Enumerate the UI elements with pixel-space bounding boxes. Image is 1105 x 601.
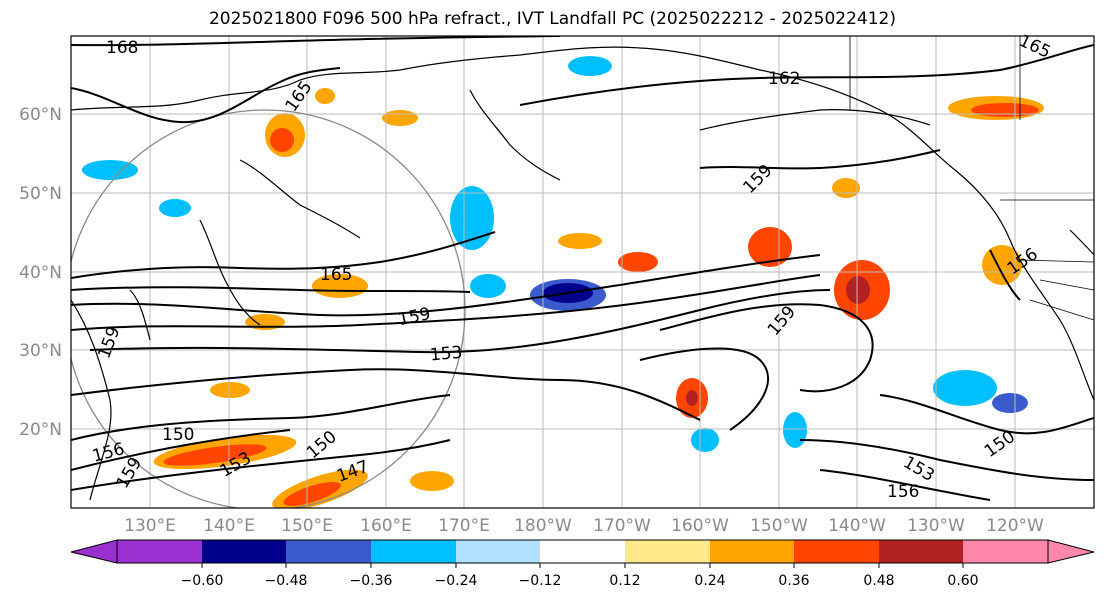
shade-blob bbox=[568, 56, 612, 76]
lon-label: 180°W bbox=[514, 516, 572, 536]
colorbar-low-extend bbox=[70, 539, 118, 564]
contour-label: 162 bbox=[768, 69, 800, 89]
shade-blob bbox=[783, 412, 807, 448]
colorbar-tick-label: −0.36 bbox=[350, 573, 393, 589]
lon-label: 140°W bbox=[828, 516, 886, 536]
colorbar-tick-label: −0.24 bbox=[435, 573, 478, 589]
shade-blob bbox=[410, 471, 454, 491]
colorbar-tick-label: 0.24 bbox=[694, 573, 725, 589]
lon-label: 120°W bbox=[986, 516, 1044, 536]
latitude-labels: 60°N 50°N 40°N 30°N 20°N bbox=[19, 105, 62, 440]
lat-label: 40°N bbox=[19, 263, 62, 283]
lon-label: 150°E bbox=[281, 516, 333, 536]
lon-label: 170°E bbox=[438, 516, 490, 536]
lon-label: 130°W bbox=[907, 516, 965, 536]
lat-label: 50°N bbox=[19, 184, 62, 204]
contour-label: 168 bbox=[106, 38, 138, 58]
lon-label: 140°E bbox=[203, 516, 255, 536]
colorbar-segment bbox=[625, 540, 710, 563]
map-title: 2025021800 F096 500 hPa refract., IVT La… bbox=[208, 9, 896, 29]
shade-blob bbox=[846, 276, 870, 304]
map-panel bbox=[70, 35, 1095, 509]
shade-blob bbox=[163, 444, 267, 466]
graticule bbox=[71, 36, 1094, 508]
shade-blob bbox=[992, 393, 1028, 413]
political-borders bbox=[849, 36, 1094, 321]
shade-blob bbox=[691, 428, 719, 452]
colorbar-segment bbox=[540, 540, 625, 563]
colorbar-segment bbox=[794, 540, 879, 563]
shade-blob bbox=[283, 482, 341, 506]
shade-blob bbox=[933, 370, 997, 406]
contour-label: 150 bbox=[162, 425, 194, 445]
shade-blob bbox=[558, 233, 602, 249]
coastlines bbox=[71, 46, 1094, 501]
shade-blob bbox=[832, 178, 860, 198]
shade-blob bbox=[686, 390, 698, 406]
shade-blob bbox=[618, 252, 658, 272]
colorbar-tick-label: 0.36 bbox=[778, 573, 809, 589]
colorbar-tick-label: −0.12 bbox=[519, 573, 562, 589]
longitude-labels: 130°E 140°E 150°E 160°E 170°E 180°W 170°… bbox=[124, 516, 1044, 536]
colorbar-segment bbox=[117, 540, 202, 563]
range-circle bbox=[71, 109, 466, 508]
colorbar-tick-label: 0.60 bbox=[947, 573, 978, 589]
colorbar-segment bbox=[286, 540, 371, 563]
contour-label: 165 bbox=[320, 265, 352, 285]
shade-blob bbox=[470, 274, 506, 298]
lon-label: 170°W bbox=[593, 516, 651, 536]
colorbar-segment bbox=[371, 540, 456, 563]
colorbar-tick-label: −0.48 bbox=[265, 573, 308, 589]
lat-label: 20°N bbox=[19, 420, 62, 440]
lon-label: 160°W bbox=[671, 516, 729, 536]
colorbar-tick-label: 0.12 bbox=[609, 573, 640, 589]
shade-blob bbox=[748, 227, 792, 267]
shade-blob bbox=[312, 274, 368, 298]
shade-blob bbox=[270, 128, 294, 152]
shade-blob bbox=[382, 110, 418, 126]
colorbar-high-extend bbox=[1047, 539, 1095, 564]
colorbar: −0.60 −0.48 −0.36 −0.24 −0.12 0.12 0.24 … bbox=[70, 539, 1095, 589]
shade-blob bbox=[315, 88, 335, 104]
colorbar-segment bbox=[963, 540, 1048, 563]
shade-blob bbox=[450, 186, 494, 250]
shade-blob bbox=[159, 199, 191, 217]
shade-blob bbox=[971, 103, 1039, 117]
colorbar-segment bbox=[710, 540, 794, 563]
lon-label: 160°E bbox=[360, 516, 412, 536]
contour-label: 153 bbox=[429, 343, 463, 366]
colorbar-tick-label: 0.48 bbox=[863, 573, 894, 589]
shade-blob bbox=[82, 160, 138, 180]
lon-label: 150°W bbox=[750, 516, 808, 536]
refractivity-shading bbox=[82, 56, 1044, 508]
colorbar-segment bbox=[879, 540, 963, 563]
colorbar-tick-label: −0.60 bbox=[181, 573, 224, 589]
lon-label: 130°E bbox=[124, 516, 176, 536]
contour-label: 156 bbox=[887, 482, 919, 502]
colorbar-segment bbox=[456, 540, 540, 563]
lat-label: 60°N bbox=[19, 105, 62, 125]
lat-label: 30°N bbox=[19, 341, 62, 361]
colorbar-segment bbox=[202, 540, 286, 563]
shade-blob bbox=[210, 382, 250, 398]
refractivity-contours bbox=[71, 36, 1094, 501]
